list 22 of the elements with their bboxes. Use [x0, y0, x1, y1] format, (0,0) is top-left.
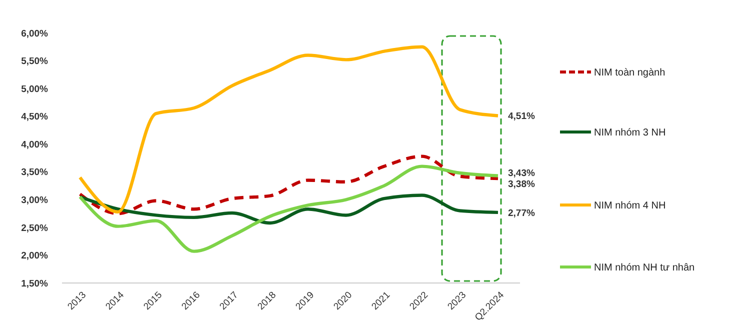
line-series	[78, 45, 500, 214]
legend-label: NIM nhóm 3 NH	[594, 128, 666, 138]
data-label: 3,38%	[508, 178, 536, 190]
y-tick-label: 2,50%	[21, 222, 49, 234]
y-tick-label: 5,50%	[21, 56, 49, 68]
y-tick-label: 3,50%	[21, 167, 49, 178]
y-tick-label: 4,00%	[21, 139, 49, 150]
y-tick-label: 2,00%	[21, 250, 49, 262]
y-tick-label: 3,00%	[21, 194, 49, 206]
data-label: 4,51%	[508, 111, 536, 122]
line-series	[78, 194, 500, 225]
line-series	[78, 164, 500, 253]
data-label: 2,77%	[508, 208, 536, 219]
data-label: 3,43%	[508, 168, 536, 180]
legend-label: NIM nhóm 4 NH	[594, 200, 666, 212]
y-tick-label: 5,00%	[21, 84, 49, 95]
y-tick-label: 4,50%	[21, 112, 49, 123]
legend-label: NIM toàn ngành	[594, 68, 666, 78]
y-tick-label: 1,50%	[21, 278, 49, 290]
y-tick-label: 6,00%	[21, 28, 49, 40]
line-series	[78, 154, 500, 216]
legend-label: NIM nhóm NH tư nhân	[594, 262, 695, 274]
